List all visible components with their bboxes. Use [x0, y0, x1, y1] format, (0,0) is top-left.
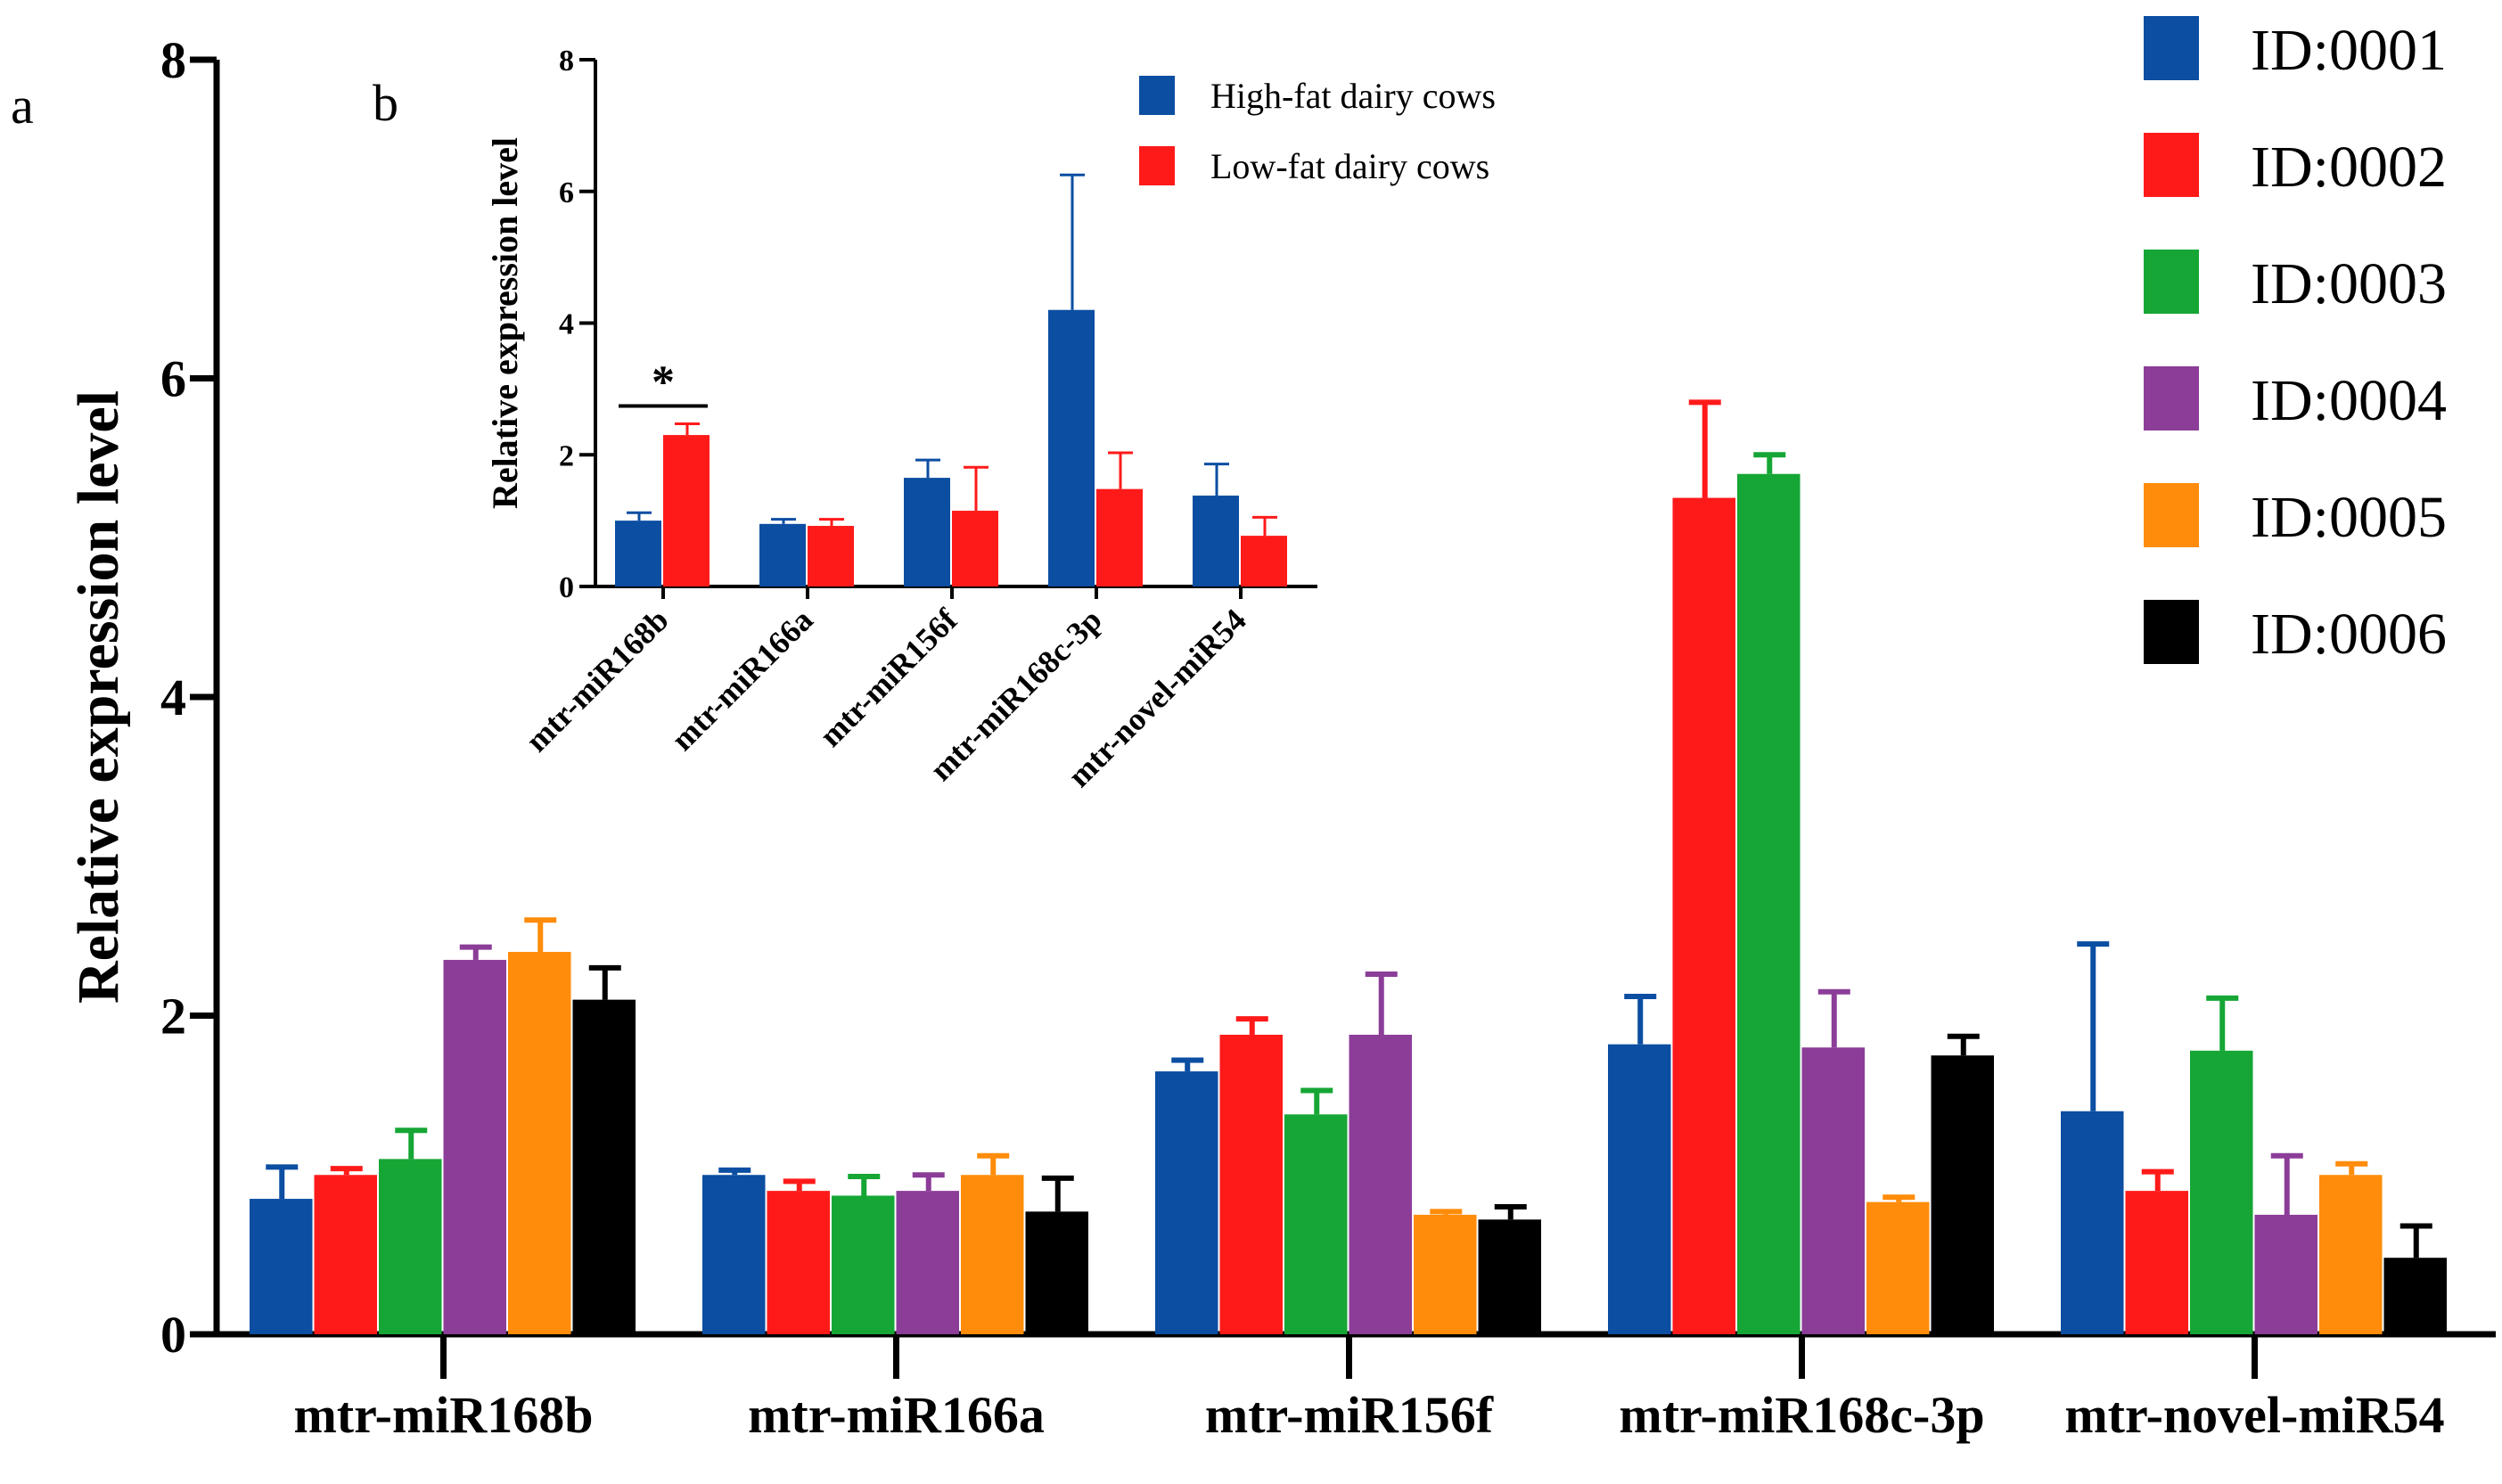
bar: [961, 1175, 1024, 1334]
bar: [1155, 1071, 1218, 1334]
y-tick-label: 2: [160, 988, 186, 1045]
bar: [1219, 1034, 1283, 1334]
bar: [250, 1199, 313, 1334]
bar: [808, 526, 854, 586]
x-tick-label: mtr-miR168b: [293, 1386, 593, 1444]
legend-label: ID:0004: [2251, 368, 2447, 433]
x-tick-label: mtr-novel-miR54: [2064, 1386, 2444, 1444]
bar: [379, 1159, 442, 1334]
bar: [615, 521, 661, 586]
bar: [1866, 1201, 1930, 1334]
bar: [2254, 1214, 2317, 1334]
bar: [1737, 473, 1801, 1334]
bar: [1284, 1114, 1348, 1334]
bar: [572, 999, 636, 1334]
bar: [1096, 488, 1143, 586]
bar: [904, 478, 950, 586]
legend-swatch: [2144, 250, 2199, 314]
panel-a-label: a: [11, 77, 34, 135]
bar: [1414, 1214, 1477, 1334]
panel-b-label: b: [373, 74, 398, 132]
y-tick-label: 0: [559, 571, 574, 604]
y-tick-label: 4: [160, 668, 186, 726]
legend-label: ID:0003: [2251, 251, 2447, 316]
y-tick-label: 4: [559, 308, 574, 341]
main-chart: 0 2 4 6 8 Relative expression level mtr-miR168…: [66, 16, 2496, 1444]
x-tick-label: mtr-miR168c-3p: [1619, 1386, 1984, 1444]
y-axis-label: Relative expression level: [485, 137, 525, 509]
bar: [1193, 496, 1239, 586]
bar: [1025, 1211, 1088, 1334]
bar: [759, 523, 806, 586]
y-tick-label: 8: [559, 45, 574, 78]
bar: [2125, 1191, 2188, 1334]
x-tick-label: mtr-miR156f: [1205, 1386, 1494, 1444]
bar: [767, 1191, 830, 1334]
bar: [1801, 1047, 1865, 1334]
x-tick-label: mtr-miR166a: [748, 1386, 1045, 1444]
significance-star: *: [652, 357, 675, 408]
bar: [1608, 1044, 1671, 1334]
legend-label: ID:0002: [2251, 135, 2447, 200]
bar: [443, 959, 506, 1334]
bar: [2190, 1050, 2253, 1334]
bar: [663, 435, 710, 586]
bar: [896, 1191, 959, 1334]
bar: [832, 1195, 895, 1334]
legend-swatch: [2144, 366, 2199, 430]
inset-chart: 0 2 4 6 8 Relative expression level mtr-miR168…: [485, 45, 1496, 794]
legend-swatch: [2144, 133, 2199, 197]
y-tick-label: 8: [160, 31, 186, 89]
bar: [1349, 1034, 1412, 1334]
bar: [1241, 536, 1287, 586]
legend-swatch: [2144, 16, 2199, 80]
legend-swatch: [1139, 146, 1175, 185]
bar: [1931, 1055, 1994, 1334]
legend-label: ID:0005: [2251, 485, 2447, 550]
x-tick-label: mtr-miR166a: [664, 602, 819, 757]
bar: [952, 511, 998, 586]
bar: [2319, 1175, 2383, 1334]
y-axis-label: Relative expression level: [66, 390, 131, 1004]
bar: [508, 952, 571, 1334]
legend-swatch: [2144, 483, 2199, 547]
legend-swatch: [2144, 600, 2199, 664]
bar: [702, 1175, 766, 1334]
bar: [2061, 1111, 2124, 1334]
y-tick-label: 6: [559, 176, 574, 209]
bar: [314, 1175, 377, 1334]
x-tick-label: mtr-miR168b: [519, 602, 676, 758]
bar: [1478, 1219, 1541, 1334]
bar: [2383, 1258, 2447, 1334]
legend-swatch: [1139, 76, 1175, 115]
legend-label: ID:0006: [2251, 602, 2447, 667]
legend-label: Low-fat dairy cows: [1210, 146, 1489, 186]
x-tick-label: mtr-miR156f: [813, 602, 965, 754]
y-tick-label: 6: [160, 350, 186, 408]
legend-label: High-fat dairy cows: [1210, 76, 1496, 116]
bar: [1672, 497, 1735, 1334]
legend-label: ID:0001: [2251, 18, 2447, 83]
bar: [1048, 309, 1095, 586]
y-tick-label: 2: [559, 439, 574, 472]
y-tick-label: 0: [160, 1306, 186, 1364]
